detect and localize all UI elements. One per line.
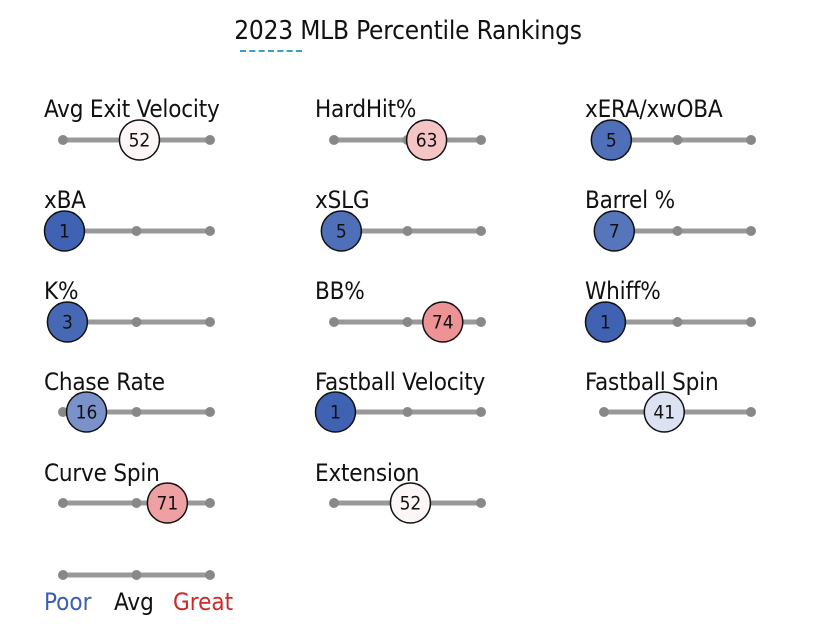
metric-chase-rate-marker — [65, 391, 108, 433]
metric-extension-value: 52 — [400, 493, 422, 515]
metric-fastball-spin-label: Fastball Spin — [585, 368, 719, 396]
legend-tick-0 — [58, 570, 68, 580]
metric-whiff-tick-1 — [672, 317, 683, 327]
metric-chase-rate-tick-1 — [131, 407, 142, 417]
metric-barrel-label: Barrel % — [585, 186, 675, 214]
metric-xba-label: xBA — [44, 186, 86, 214]
metric-xslg-tick-1 — [402, 226, 413, 236]
metric-avg-exit-velocity-tick-0 — [58, 135, 68, 145]
metric-k-label: K% — [44, 277, 79, 305]
metric-chase-rate-tick-0 — [58, 407, 68, 417]
legend-tick-2 — [205, 570, 215, 580]
metric-curve-spin-tick-0 — [58, 498, 68, 508]
metric-fastball-velocity-marker — [314, 391, 357, 433]
metric-fastball-spin-marker — [643, 391, 686, 433]
metric-whiff-marker — [584, 301, 627, 343]
metric-xba-value: 1 — [59, 221, 70, 243]
metric-extension-tick-2 — [476, 498, 486, 508]
metric-xera-xwoba-tick-2 — [746, 135, 756, 145]
metric-bb-label: BB% — [315, 277, 365, 305]
metric-fastball-velocity-value: 1 — [330, 402, 341, 424]
metric-extension-label: Extension — [315, 459, 420, 487]
metric-xslg-label: xSLG — [315, 186, 370, 214]
metric-avg-exit-velocity-value: 52 — [129, 130, 151, 152]
legend-tick-1 — [131, 570, 142, 580]
metric-xera-xwoba-marker — [590, 119, 633, 161]
metric-fastball-spin-value: 41 — [653, 402, 675, 424]
metric-xba-tick-2 — [205, 226, 215, 236]
metric-whiff-value: 1 — [600, 312, 611, 334]
metric-k-value: 3 — [62, 312, 73, 334]
metric-fastball-spin-tick-2 — [746, 407, 756, 417]
legend-avg: Avg — [114, 588, 154, 616]
metric-bb-value: 74 — [432, 312, 454, 334]
metric-hardhit-marker — [405, 119, 448, 161]
metric-k-marker — [46, 301, 89, 343]
metric-curve-spin-tick-1 — [131, 498, 142, 508]
metric-extension-tick-0 — [329, 498, 339, 508]
metric-k-tick-1 — [131, 317, 142, 327]
metric-curve-spin-tick-2 — [205, 498, 215, 508]
metric-barrel-tick-1 — [672, 226, 683, 236]
metric-fastball-velocity-tick-2 — [476, 407, 486, 417]
metric-xslg-tick-2 — [476, 226, 486, 236]
metric-chase-rate-value: 16 — [76, 402, 98, 424]
metric-curve-spin-marker — [146, 482, 189, 524]
metric-xba-tick-1 — [131, 226, 142, 236]
metric-fastball-velocity-label: Fastball Velocity — [315, 368, 486, 396]
metric-whiff-label: Whiff% — [585, 277, 661, 305]
metric-hardhit-value: 63 — [416, 130, 438, 152]
metric-chase-rate-tick-2 — [205, 407, 215, 417]
metric-bb-tick-2 — [476, 317, 486, 327]
metric-xera-xwoba-tick-1 — [672, 135, 683, 145]
legend-great: Great — [173, 588, 234, 616]
metric-xera-xwoba-label: xERA/xwOBA — [585, 95, 723, 123]
metric-hardhit-tick-0 — [329, 135, 339, 145]
metric-fastball-velocity-tick-1 — [402, 407, 413, 417]
metric-xera-xwoba-value: 5 — [606, 130, 617, 152]
metric-avg-exit-velocity-label: Avg Exit Velocity — [44, 95, 220, 123]
chart-title: 2023 MLB Percentile Rankings — [234, 16, 582, 46]
metric-xslg-marker — [320, 210, 363, 252]
metric-barrel-value: 7 — [609, 221, 620, 243]
title-link-underline — [240, 50, 302, 52]
metric-hardhit-label: HardHit% — [315, 95, 417, 123]
metric-avg-exit-velocity-tick-2 — [205, 135, 215, 145]
metric-hardhit-tick-2 — [476, 135, 486, 145]
metric-avg-exit-velocity-marker — [118, 119, 161, 161]
metric-bb-tick-1 — [402, 317, 413, 327]
metric-whiff-tick-2 — [746, 317, 756, 327]
metric-curve-spin-value: 71 — [156, 493, 178, 515]
metric-barrel-marker — [593, 210, 636, 252]
metric-k-tick-2 — [205, 317, 215, 327]
metric-fastball-spin-tick-0 — [599, 407, 609, 417]
metric-chase-rate-label: Chase Rate — [44, 368, 165, 396]
metric-curve-spin-label: Curve Spin — [44, 459, 160, 487]
metric-xba-marker — [43, 210, 86, 252]
metric-xslg-value: 5 — [336, 221, 347, 243]
metric-extension-marker — [389, 482, 432, 524]
metric-barrel-tick-2 — [746, 226, 756, 236]
metric-bb-tick-0 — [329, 317, 339, 327]
legend-poor: Poor — [44, 588, 92, 616]
metric-bb-marker — [422, 301, 464, 343]
